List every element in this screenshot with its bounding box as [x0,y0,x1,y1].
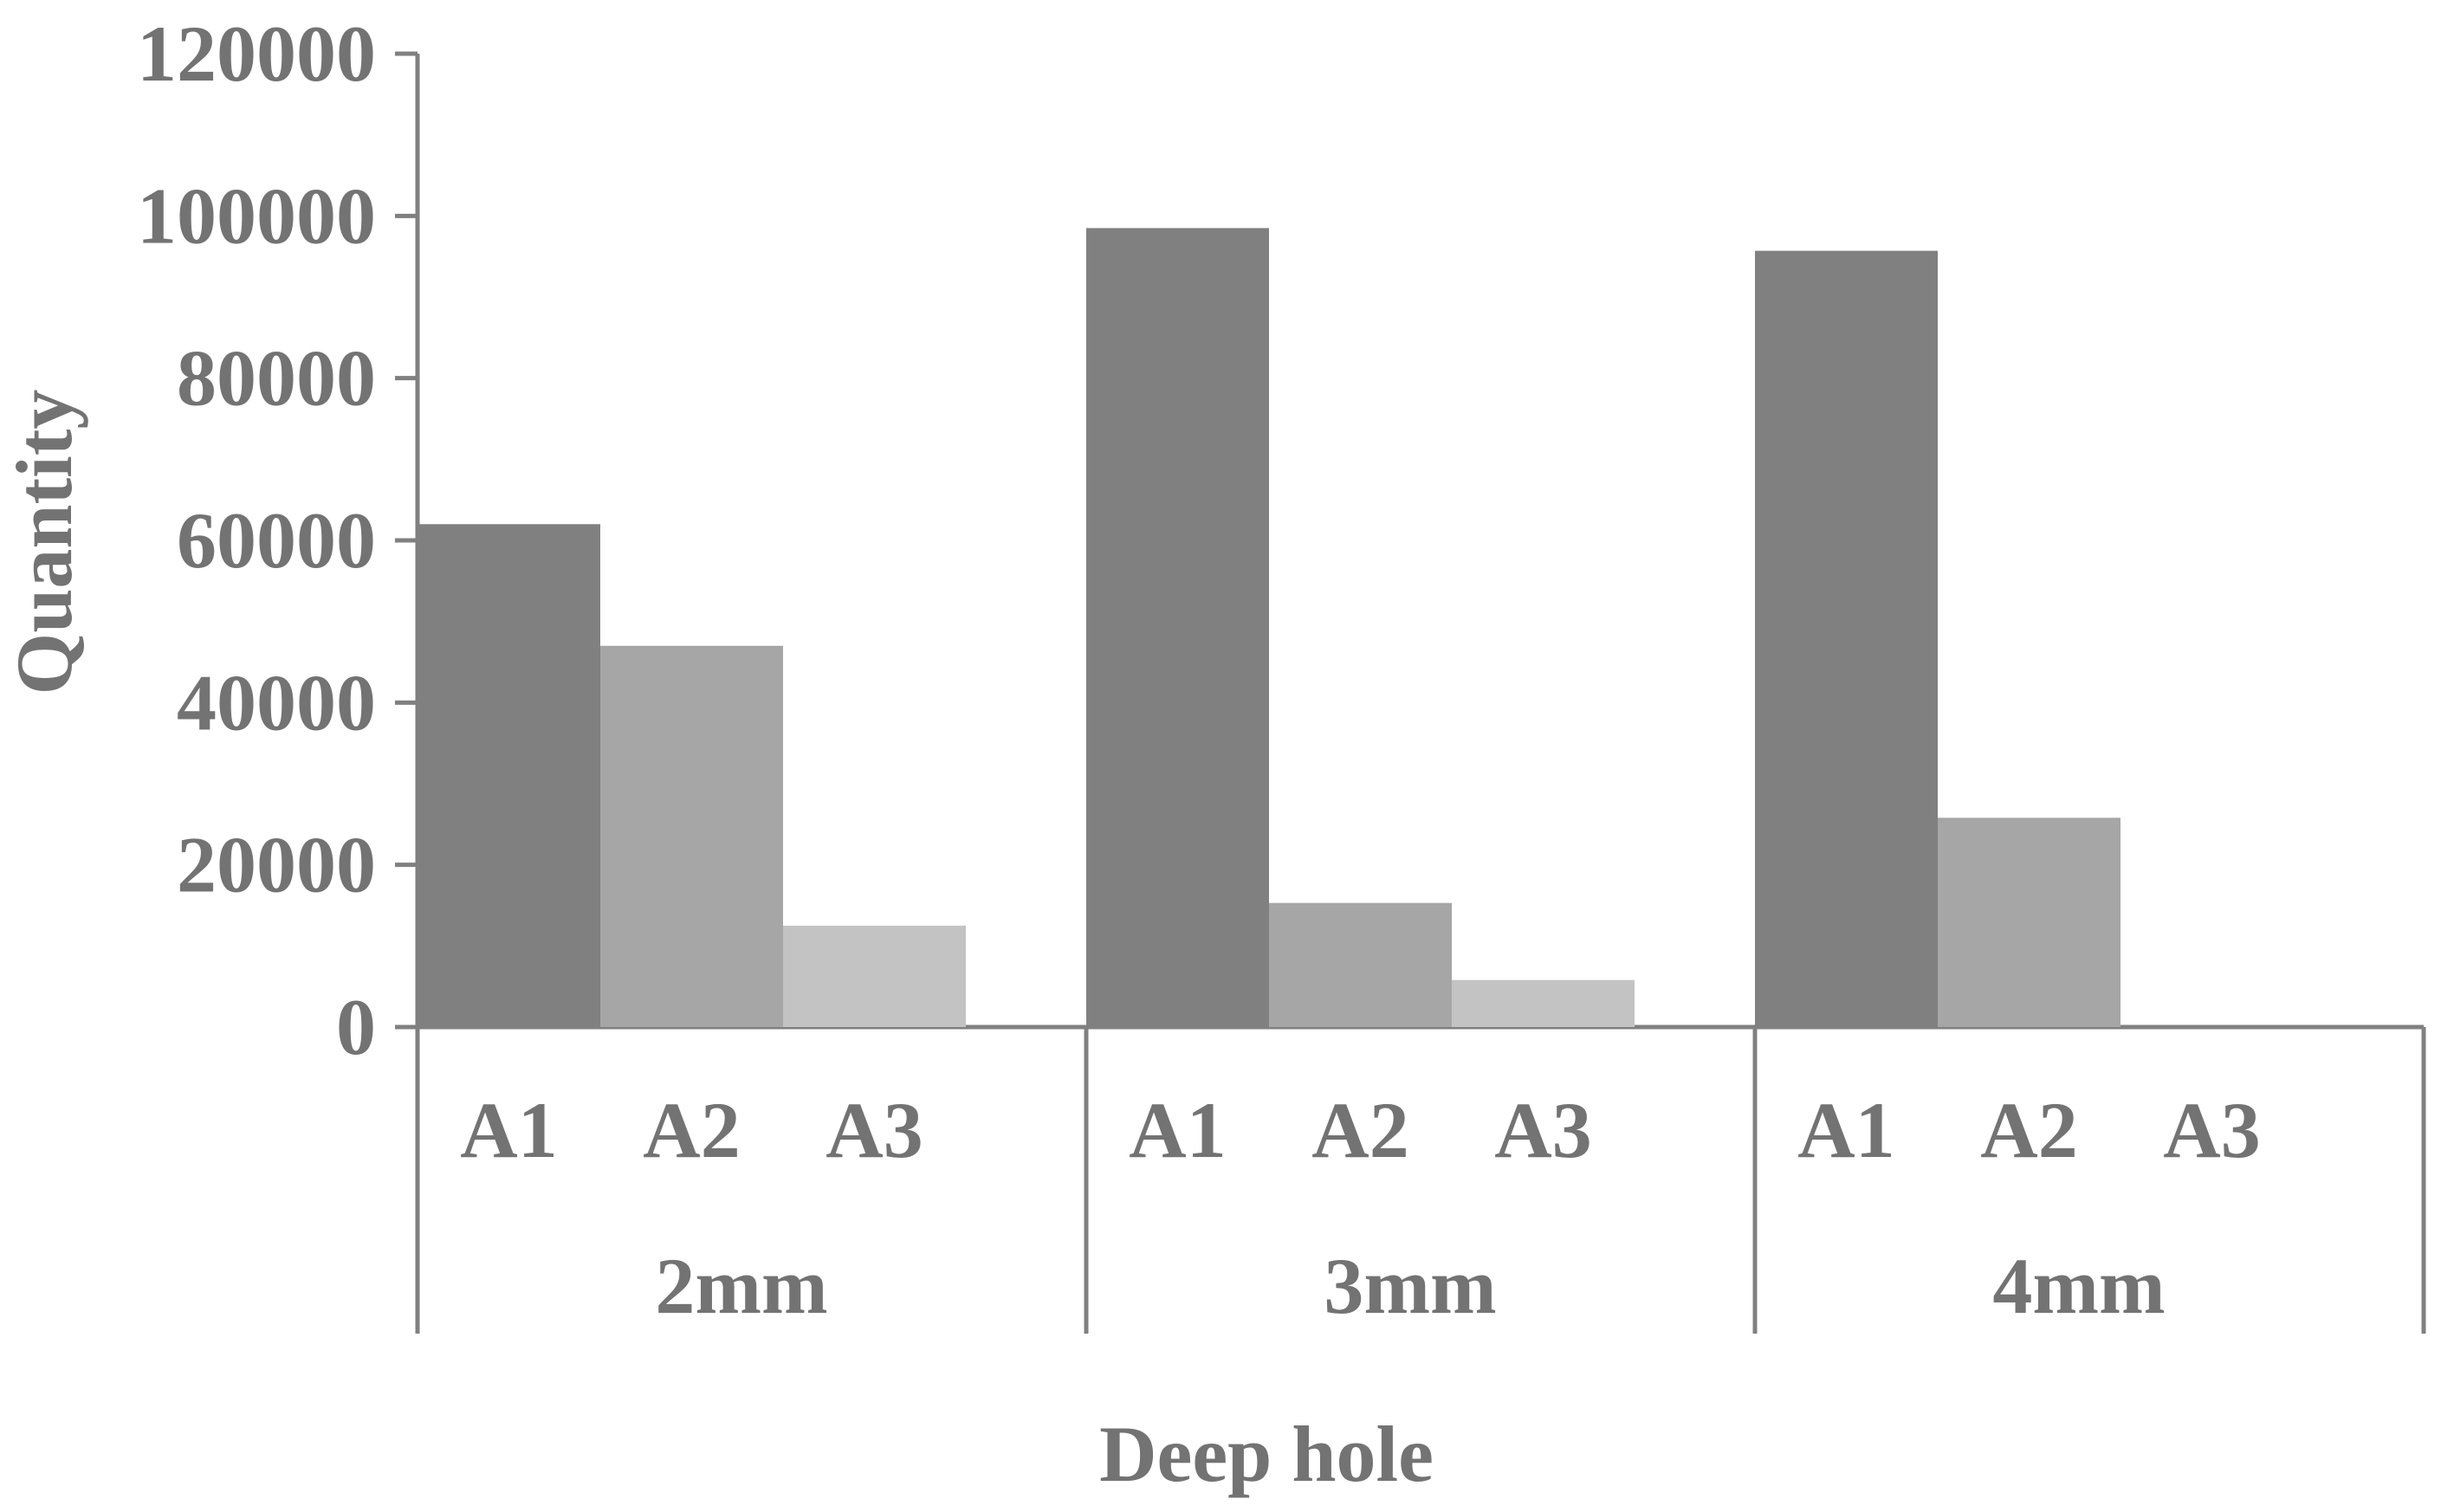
y-tick-label: 60000 [177,496,376,585]
y-tick-label: 40000 [177,658,376,746]
y-tick-label: 80000 [177,334,376,423]
bar-3mm-A3 [1452,979,1635,1027]
bar-4mm-A1 [1755,250,1938,1027]
x-group-label: 2mm [655,1242,827,1330]
chart-labels: 0 20000 40000 60000 80000 100000 120000 A1 A2 A3 2… [137,10,2261,1330]
x-category-label: A3 [826,1086,923,1174]
bar-2mm-A2 [600,645,783,1027]
bar-3mm-A1 [1086,228,1269,1028]
x-category-label: A1 [1129,1086,1226,1174]
x-category-label: A1 [460,1086,557,1174]
x-category-label: A3 [2163,1086,2260,1174]
y-tick-label: 120000 [137,10,376,98]
x-axis-title: Deep hole [1099,1410,1434,1498]
y-axis-title: Quantity [0,390,88,695]
y-tick-label: 0 [336,983,376,1071]
x-category-label: A1 [1797,1086,1894,1174]
bar-2mm-A1 [418,524,600,1027]
y-tick-label: 100000 [137,171,376,260]
x-category-label: A3 [1494,1086,1591,1174]
x-category-label: A2 [643,1086,740,1174]
chart-bars [418,228,2120,1028]
x-group-label: 3mm [1324,1242,1496,1330]
y-tick-label: 20000 [177,821,376,909]
bar-4mm-A2 [1938,817,2120,1027]
bar-3mm-A2 [1269,902,1452,1027]
bar-2mm-A3 [783,925,966,1027]
x-category-label: A2 [1311,1086,1408,1174]
x-category-label: A2 [1980,1086,2077,1174]
x-group-label: 4mm [1992,1242,2165,1330]
